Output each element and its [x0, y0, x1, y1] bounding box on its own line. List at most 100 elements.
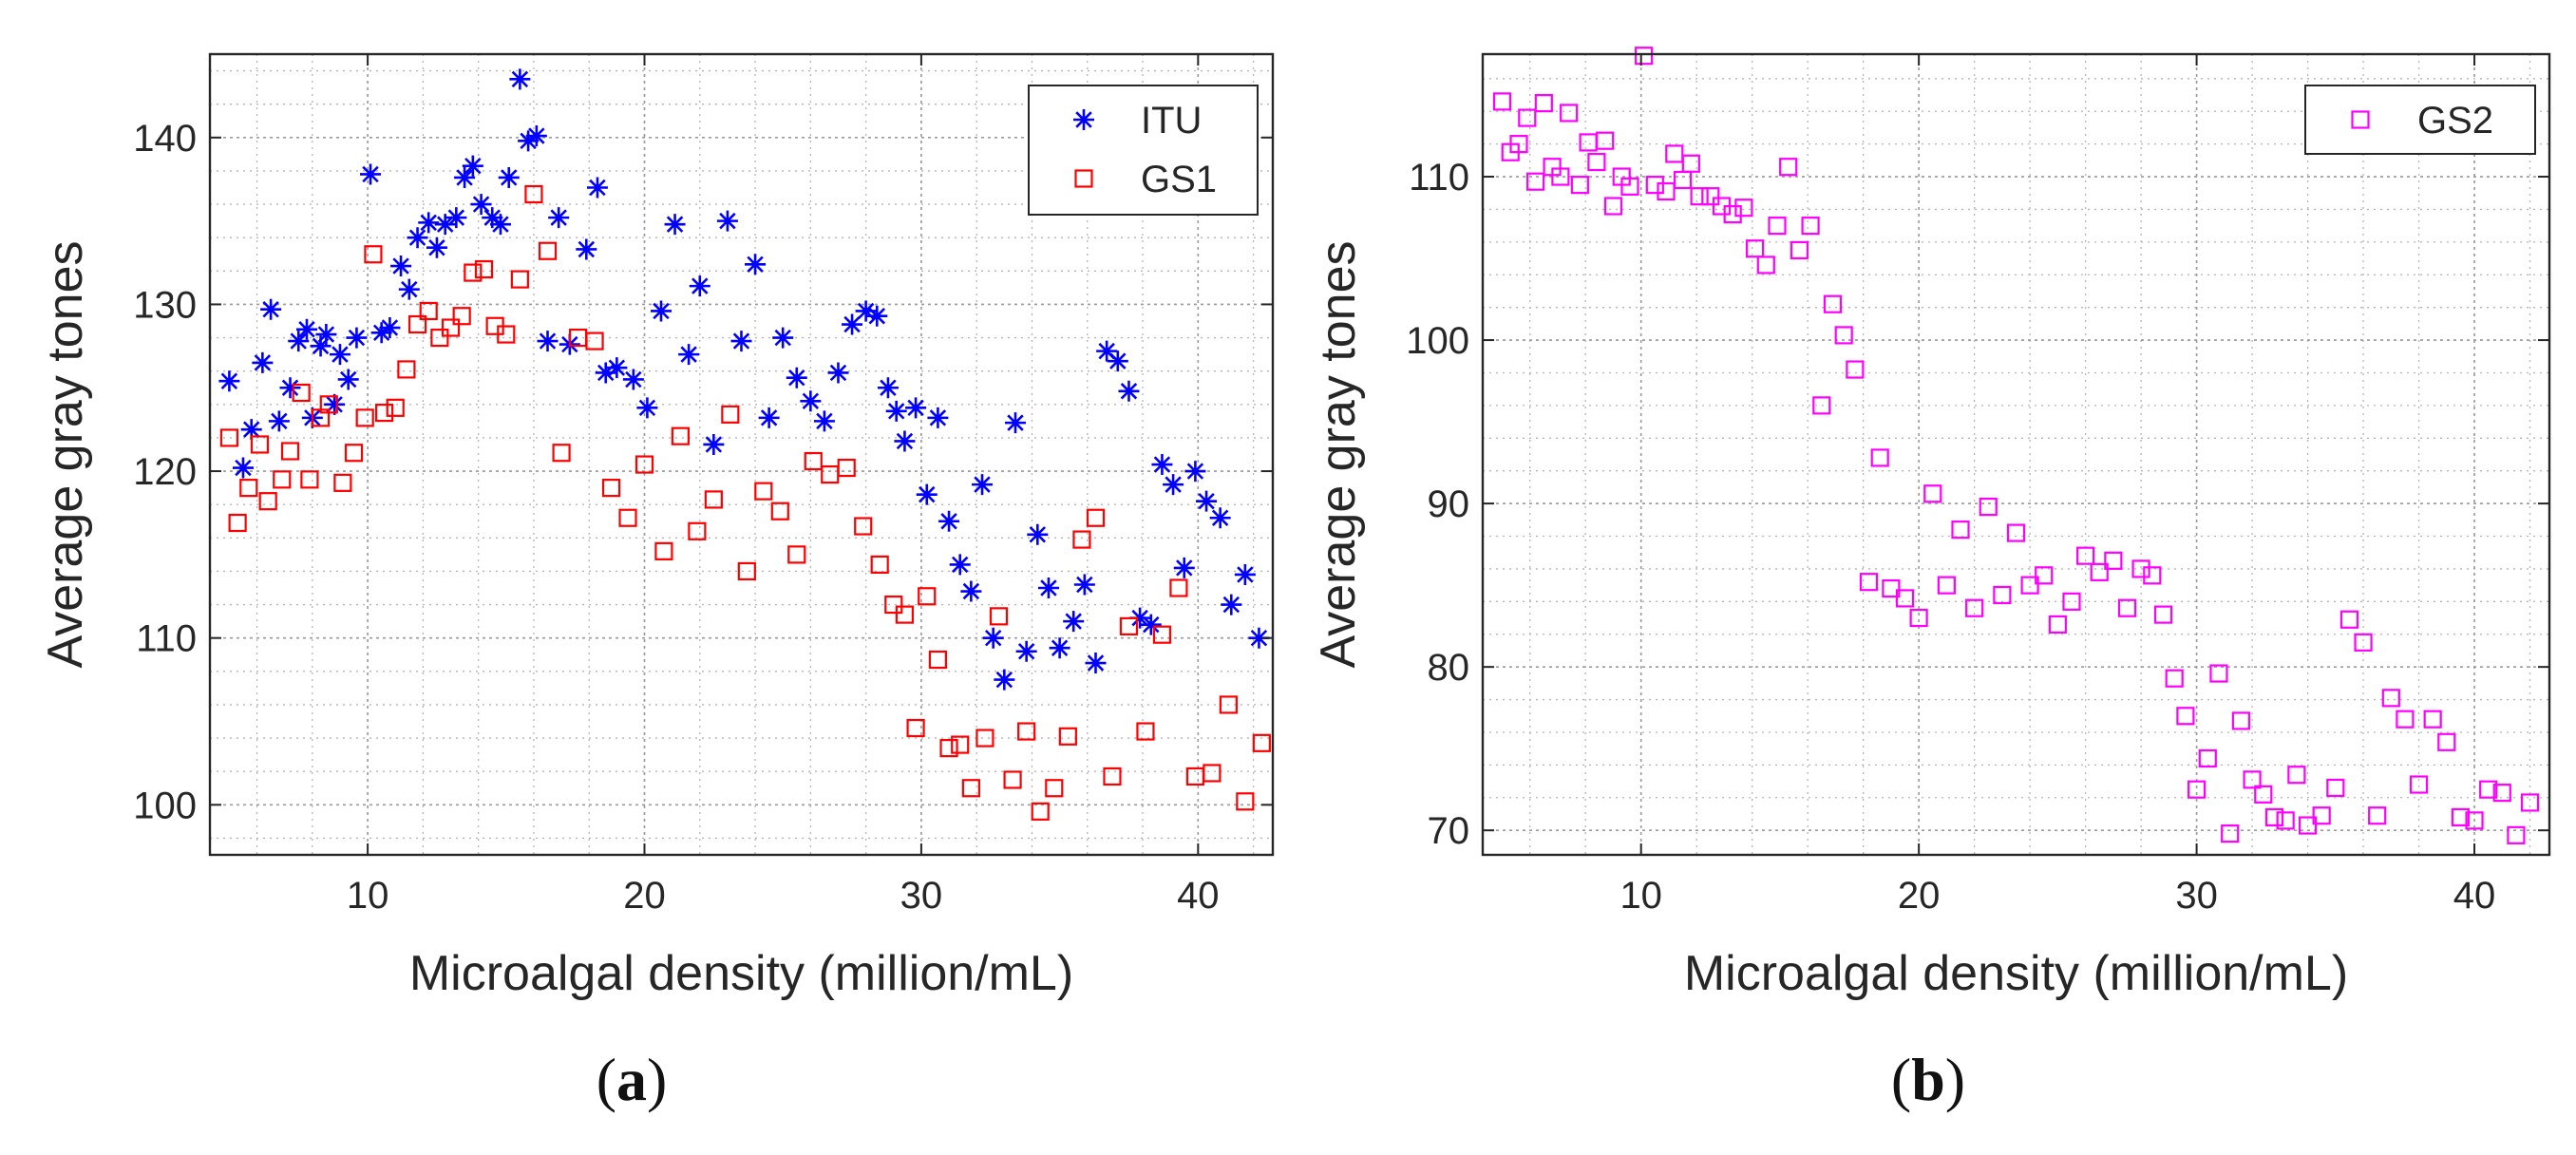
data-point	[1073, 574, 1095, 596]
y-tick-label: 140	[133, 118, 197, 160]
legend-label-gs1: GS1	[1141, 159, 1217, 200]
data-point	[300, 470, 319, 489]
x-tick-label: 10	[347, 875, 389, 917]
data-point	[1701, 187, 1720, 206]
y-tick-label: 70	[1428, 810, 1470, 852]
series-itu	[218, 68, 1270, 691]
data-point	[928, 650, 947, 670]
panel-b-chart: 10 20 30 40 70 80 90 100 110 Microalgal density (…	[1311, 47, 2551, 1001]
data-point	[2176, 707, 2195, 726]
data-point	[905, 397, 927, 419]
data-point	[770, 502, 789, 521]
legend-marker-gs1	[1074, 169, 1093, 188]
data-point	[2339, 610, 2359, 629]
data-point	[1665, 144, 1684, 163]
x-tick-label: 40	[2453, 875, 2496, 917]
data-point	[1031, 802, 1050, 821]
data-point	[430, 328, 449, 348]
data-point	[2243, 770, 2262, 789]
data-point	[1209, 507, 1231, 529]
data-point	[2153, 605, 2173, 624]
data-point	[445, 207, 467, 229]
data-point	[524, 184, 543, 204]
data-point	[2465, 811, 2484, 830]
data-point	[364, 245, 383, 264]
data-point	[1004, 412, 1026, 434]
data-point	[2409, 775, 2429, 794]
data-point	[1620, 177, 1639, 196]
data-point	[1690, 187, 1709, 206]
data-point	[972, 474, 994, 496]
y-tick-label: 80	[1428, 647, 1470, 689]
data-point	[1058, 727, 1077, 746]
data-point	[1163, 474, 1184, 496]
data-point	[885, 400, 907, 422]
data-point	[961, 779, 980, 798]
data-point	[2165, 669, 2184, 688]
data-point	[745, 254, 767, 275]
data-point	[1107, 350, 1128, 372]
data-point	[951, 735, 970, 754]
panel-a-chart: 10 20 30 40 100 110 120 130 140 Microalgal densit…	[38, 52, 1275, 1001]
data-point	[1801, 217, 1820, 236]
data-point	[1027, 523, 1049, 545]
data-point	[218, 370, 240, 392]
y-tick-label: 110	[1409, 157, 1469, 199]
data-point	[1049, 637, 1070, 659]
data-point	[877, 377, 899, 399]
y-tick-label: 130	[133, 284, 197, 326]
data-point	[927, 407, 949, 428]
legend: ITU GS1	[1028, 85, 1259, 216]
data-point	[279, 377, 301, 399]
data-point	[2287, 766, 2306, 785]
data-point	[2187, 780, 2207, 799]
caption-a: (a)	[596, 1046, 668, 1113]
data-point	[2437, 732, 2456, 751]
legend-box	[1028, 85, 1259, 216]
data-point	[2520, 793, 2540, 812]
data-point	[678, 344, 700, 366]
data-point	[360, 163, 382, 185]
data-point	[1603, 197, 1623, 216]
data-point	[525, 125, 547, 147]
data-point	[688, 521, 707, 540]
data-point	[498, 166, 520, 188]
data-point	[813, 410, 835, 432]
data-point	[1492, 92, 1512, 111]
data-point	[268, 410, 290, 432]
data-point	[1560, 104, 1579, 123]
data-point	[601, 479, 621, 498]
data-point	[635, 455, 654, 474]
data-point	[1184, 461, 1206, 483]
data-point	[489, 214, 511, 236]
data-point	[2090, 562, 2109, 581]
data-point	[2221, 824, 2240, 843]
data-point	[654, 541, 673, 560]
data-point	[232, 457, 254, 479]
data-point	[1525, 172, 1545, 191]
data-point	[2076, 546, 2095, 565]
data-point	[870, 555, 889, 575]
data-point	[2131, 559, 2150, 578]
data-point	[1252, 733, 1271, 752]
data-point	[1103, 767, 1122, 786]
data-point	[386, 398, 405, 417]
series-gs1	[219, 184, 1271, 821]
data-point	[1085, 653, 1107, 674]
data-point	[595, 362, 616, 384]
data-point	[418, 212, 440, 234]
axes-box	[1481, 52, 2551, 857]
data-point	[548, 207, 570, 229]
data-point	[319, 395, 338, 414]
y-tick-label: 100	[133, 785, 197, 826]
data-point	[397, 360, 416, 379]
legend: GS2	[2304, 85, 2536, 155]
data-point	[622, 369, 644, 390]
data-point	[2312, 806, 2331, 825]
data-point	[1587, 152, 1606, 172]
data-point	[1119, 616, 1139, 635]
data-point	[2035, 566, 2054, 585]
y-tick-label: 90	[1428, 483, 1470, 525]
legend-marker-gs2	[2351, 110, 2370, 129]
data-point	[1657, 181, 1676, 201]
